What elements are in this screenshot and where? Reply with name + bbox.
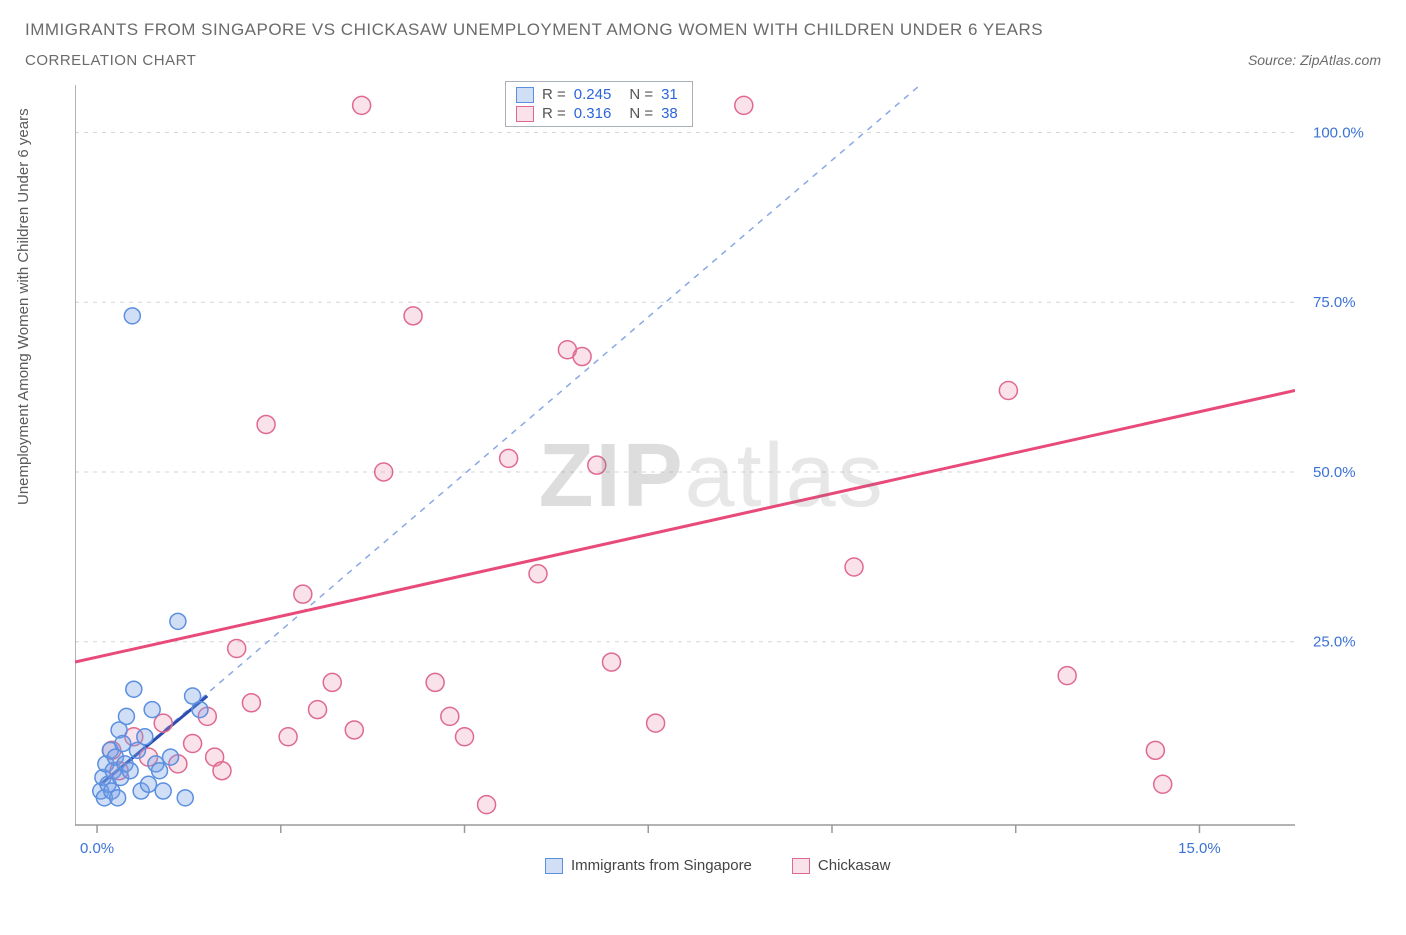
svg-text:50.0%: 50.0% xyxy=(1313,464,1356,481)
chart-container: Unemployment Among Women with Children U… xyxy=(25,75,1381,915)
source-label: Source: xyxy=(1248,52,1300,68)
stat-n-label: N = xyxy=(625,104,657,123)
legend-item-singapore: Immigrants from Singapore xyxy=(545,857,752,874)
legend-swatch-singapore xyxy=(545,858,563,874)
scatter-plot-svg: 0.0% 15.0% 25.0% 50.0% 75.0% 100.0% xyxy=(75,75,1381,875)
stat-r-singapore: 0.245 xyxy=(570,85,616,104)
stat-r-chickasaw: 0.316 xyxy=(570,104,616,123)
svg-text:25.0%: 25.0% xyxy=(1313,634,1356,651)
legend: Immigrants from Singapore Chickasaw xyxy=(545,857,890,874)
svg-text:15.0%: 15.0% xyxy=(1178,840,1221,857)
stat-r-label: R = xyxy=(538,104,570,123)
plot-area: 0.0%15.0%25.0%50.0%75.0%100.0% ZIPatlas … xyxy=(75,75,1381,875)
correlation-stats-box: R = 0.245 N = 31 R = 0.316 N = 38 xyxy=(505,81,693,127)
stats-row-chickasaw: R = 0.316 N = 38 xyxy=(512,104,682,123)
source-name: ZipAtlas.com xyxy=(1300,52,1381,68)
source-credit: Source: ZipAtlas.com xyxy=(1248,52,1381,68)
svg-text:0.0%: 0.0% xyxy=(80,840,114,857)
swatch-chickasaw xyxy=(516,106,534,122)
y-axis-label: Unemployment Among Women with Children U… xyxy=(15,108,32,505)
chart-subtitle: CORRELATION CHART xyxy=(25,52,196,69)
stat-n-label: N = xyxy=(625,85,657,104)
subtitle-row: CORRELATION CHART Source: ZipAtlas.com xyxy=(25,52,1381,69)
legend-label-singapore: Immigrants from Singapore xyxy=(571,857,752,874)
stats-row-singapore: R = 0.245 N = 31 xyxy=(512,85,682,104)
legend-item-chickasaw: Chickasaw xyxy=(792,857,891,874)
stat-r-label: R = xyxy=(538,85,570,104)
svg-text:75.0%: 75.0% xyxy=(1313,294,1356,311)
svg-text:100.0%: 100.0% xyxy=(1313,125,1364,142)
stat-n-singapore: 31 xyxy=(657,85,682,104)
legend-swatch-chickasaw xyxy=(792,858,810,874)
stats-table: R = 0.245 N = 31 R = 0.316 N = 38 xyxy=(512,85,682,123)
swatch-singapore xyxy=(516,87,534,103)
page-title: IMMIGRANTS FROM SINGAPORE VS CHICKASAW U… xyxy=(25,20,1381,40)
legend-label-chickasaw: Chickasaw xyxy=(818,857,891,874)
stat-n-chickasaw: 38 xyxy=(657,104,682,123)
